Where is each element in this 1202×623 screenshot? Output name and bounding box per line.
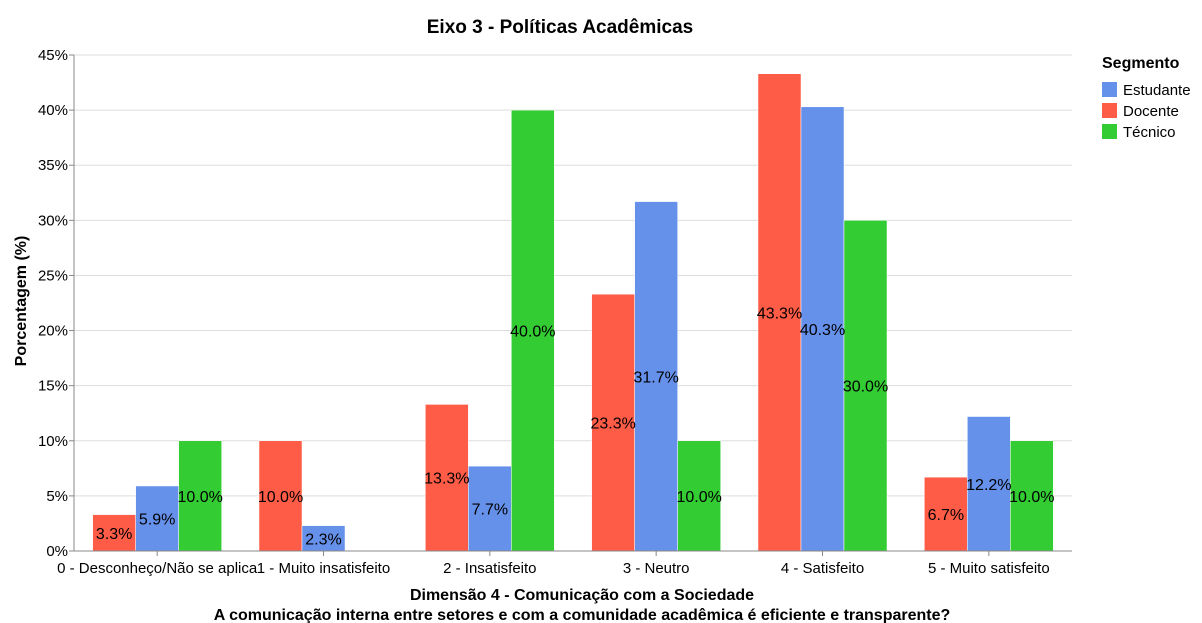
legend-label: Estudante bbox=[1123, 82, 1191, 99]
bar-estudante bbox=[800, 106, 845, 552]
x-tick-label: 0 - Desconheço/Não se aplica bbox=[57, 560, 258, 577]
y-axis-ticks: 0% 5% 10% 15% 20% 25% 30% 35% 40% 45% bbox=[38, 47, 75, 560]
legend-swatch bbox=[1102, 82, 1117, 97]
data-label: 40.3% bbox=[800, 322, 845, 339]
x-tick-label: 1 - Muito insatisfeito bbox=[257, 560, 390, 577]
y-tick-label: 0% bbox=[46, 543, 68, 560]
bar-tcnico bbox=[511, 109, 555, 552]
data-label: 5.9% bbox=[139, 511, 175, 528]
data-label: 13.3% bbox=[424, 471, 469, 488]
bar-estudante bbox=[634, 201, 678, 552]
grid bbox=[74, 54, 1072, 552]
x-tick-label: 3 - Neutro bbox=[623, 560, 690, 577]
legend-swatch bbox=[1102, 124, 1117, 139]
data-label: 10.0% bbox=[258, 489, 303, 506]
data-label: 2.3% bbox=[305, 531, 341, 548]
x-axis-ticks: 0 - Desconheço/Não se aplica 1 - Muito in… bbox=[57, 551, 1050, 577]
data-label: 31.7% bbox=[633, 369, 678, 386]
bar-estudante bbox=[301, 525, 346, 552]
legend-swatch bbox=[1102, 103, 1117, 118]
bar-tcnico bbox=[178, 440, 222, 552]
y-tick-label: 30% bbox=[38, 212, 68, 229]
data-label: 43.3% bbox=[757, 305, 802, 322]
y-tick-label: 35% bbox=[38, 157, 68, 174]
bar-docente bbox=[757, 73, 802, 552]
data-label: 30.0% bbox=[843, 379, 888, 396]
data-label: 40.0% bbox=[510, 324, 555, 341]
legend-label: Docente bbox=[1123, 103, 1179, 120]
data-label: 23.3% bbox=[590, 416, 635, 433]
y-tick-label: 5% bbox=[46, 488, 68, 505]
data-label: 10.0% bbox=[1009, 489, 1054, 506]
bar-docente bbox=[591, 293, 635, 552]
y-axis-title: Porcentagem (%) bbox=[13, 236, 30, 367]
legend: Segmento Estudante Docente Técnico bbox=[1102, 55, 1191, 141]
bar-tcnico bbox=[677, 440, 721, 552]
x-axis-subtitle: A comunicação interna entre setores e co… bbox=[214, 607, 951, 623]
y-tick-label: 40% bbox=[38, 102, 68, 119]
x-tick-label: 4 - Satisfeito bbox=[781, 560, 864, 577]
bar-docente bbox=[258, 440, 303, 552]
legend-title: Segmento bbox=[1102, 55, 1180, 72]
bar-estudante bbox=[967, 416, 1011, 552]
chart-title: Eixo 3 - Políticas Acadêmicas bbox=[427, 17, 693, 38]
y-tick-label: 10% bbox=[38, 433, 68, 450]
data-label: 6.7% bbox=[928, 507, 964, 524]
y-tick-label: 25% bbox=[38, 267, 68, 284]
x-tick-label: 5 - Muito satisfeito bbox=[928, 560, 1050, 577]
data-label: 7.7% bbox=[472, 502, 508, 519]
bar-docente bbox=[924, 476, 968, 552]
data-label: 3.3% bbox=[96, 526, 132, 543]
data-label: 12.2% bbox=[966, 477, 1011, 494]
x-axis-title: Dimensão 4 - Comunicação com a Sociedade bbox=[410, 587, 754, 604]
y-tick-label: 15% bbox=[38, 378, 68, 395]
bars bbox=[92, 73, 1054, 552]
data-labels: 3.3%5.9%10.0% 10.0%2.3%13.3%7.7%40.0%23.3… bbox=[96, 305, 1055, 548]
y-tick-label: 45% bbox=[38, 47, 68, 64]
bar-tcnico bbox=[1010, 440, 1054, 552]
x-tick-label: 2 - Insatisfeito bbox=[443, 560, 536, 577]
y-tick-label: 20% bbox=[38, 323, 68, 340]
data-label: 10.0% bbox=[676, 489, 721, 506]
legend-label: Técnico bbox=[1123, 124, 1176, 141]
data-label: 10.0% bbox=[177, 489, 222, 506]
bar-tcnico bbox=[843, 220, 888, 552]
